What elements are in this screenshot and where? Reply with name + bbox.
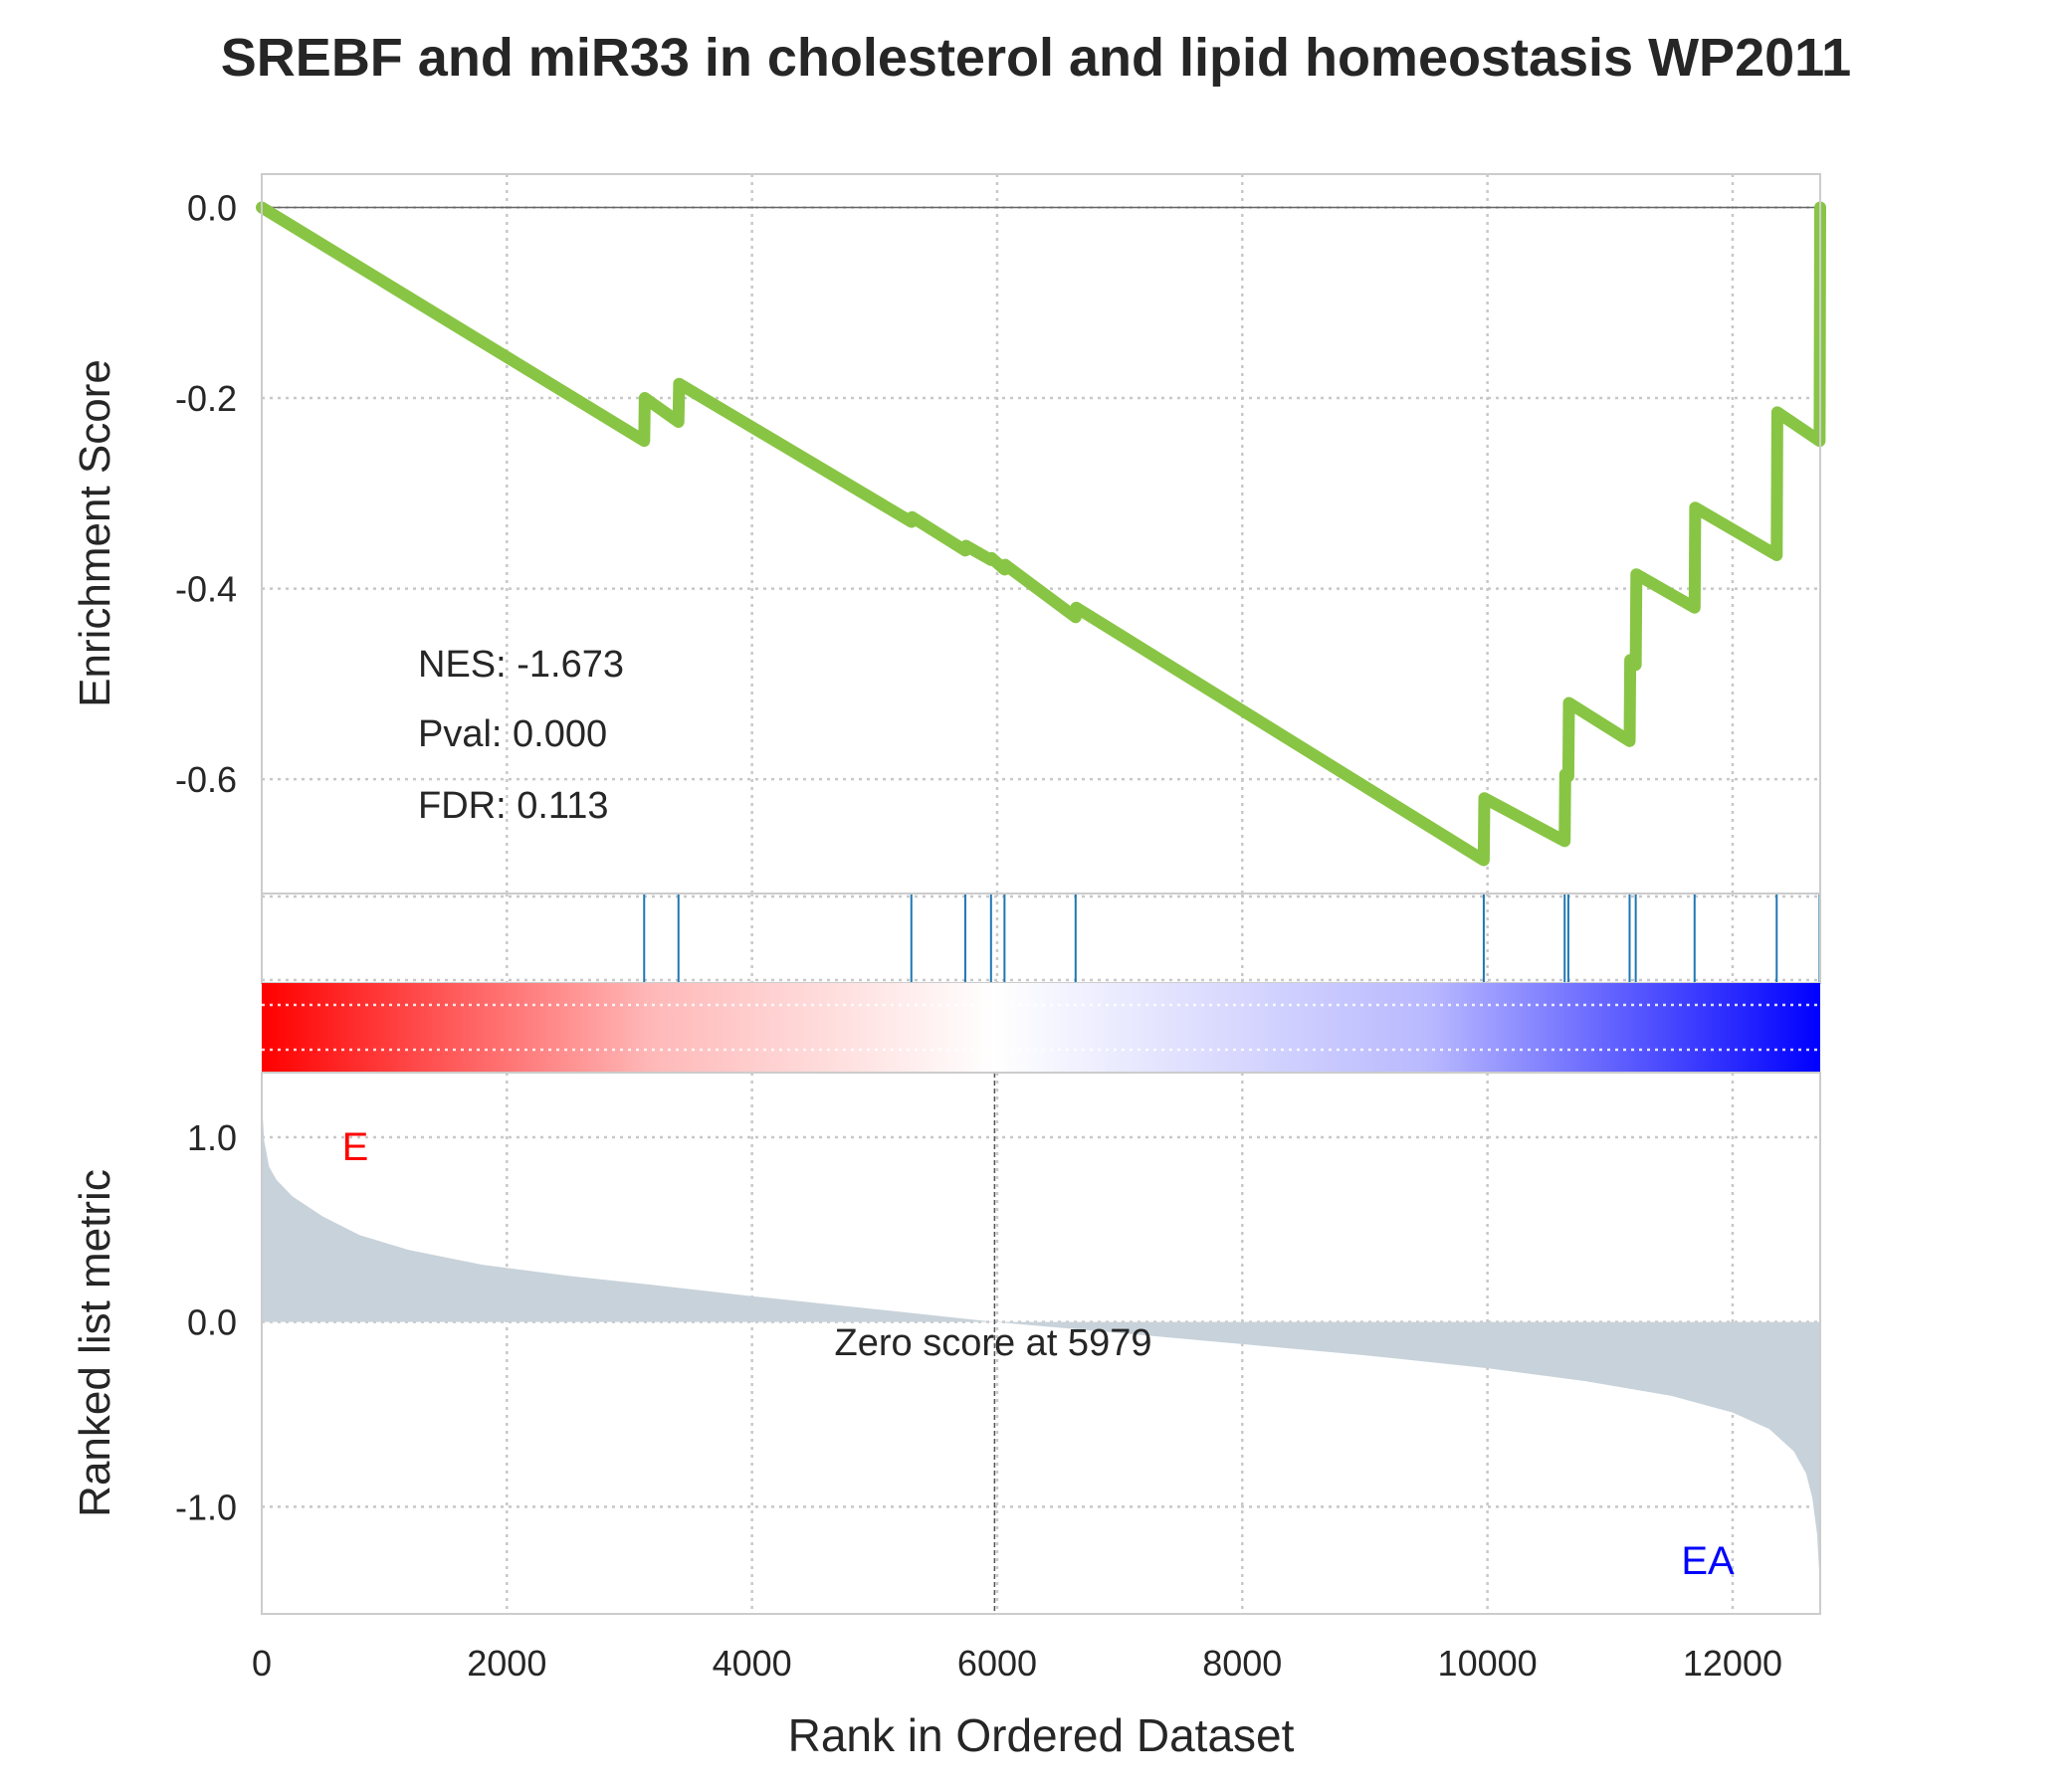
fdr-stat: FDR: 0.113 [418, 785, 608, 827]
x-tick-label: 2000 [467, 1643, 546, 1684]
negative-phenotype-label: EA [1681, 1539, 1735, 1583]
enrichment-y-tick-label: 0.0 [187, 188, 237, 229]
rank-colorbar-grid [262, 1003, 1820, 1052]
enrichment-score-line [256, 201, 1826, 867]
metric-panel-frame [261, 1072, 1821, 1615]
x-axis-label: Rank in Ordered Dataset [788, 1709, 1295, 1761]
x-tick-label: 4000 [713, 1643, 792, 1684]
chart-title: SREBF and miR33 in cholesterol and lipid… [221, 28, 1851, 88]
x-axis: 0 2000 4000 6000 8000 10000 12000 [252, 1643, 1782, 1684]
gene-hits-panel [261, 893, 1821, 984]
metric-y-tick-label: 0.0 [187, 1302, 237, 1343]
zero-score-label: Zero score at 5979 [835, 1322, 1152, 1364]
nes-stat: NES: -1.673 [418, 644, 624, 686]
hits-panel-frame [261, 893, 1821, 984]
rank-colorbar [262, 983, 1820, 1073]
pval-stat: Pval: 0.000 [418, 713, 607, 755]
hits-grid [262, 894, 1820, 983]
hits-content [643, 894, 1821, 983]
enrichment-score-panel: 0.0 -0.2 -0.4 -0.6 Enrichment Score NES: -1… [71, 173, 1826, 894]
enrichment-y-tick-label: -0.4 [175, 569, 237, 610]
metric-y-tick-label: -1.0 [175, 1487, 237, 1527]
metric-y-tick-label: 1.0 [187, 1117, 237, 1158]
enrichment-y-axis-label: Enrichment Score [71, 359, 119, 707]
positive-phenotype-label: E [342, 1125, 369, 1169]
ranked-metric-panel: 1.0 0.0 -1.0 Ranked list metric E EA Zero … [71, 1072, 1821, 1615]
metric-content [262, 1073, 1820, 1614]
ranked-metric-area [262, 1099, 1820, 1590]
x-tick-label: 8000 [1202, 1643, 1282, 1684]
x-tick-label: 6000 [957, 1643, 1037, 1684]
enrichment-content [256, 201, 1826, 867]
metric-y-axis-label: Ranked list metric [71, 1169, 119, 1517]
x-tick-label: 12000 [1683, 1643, 1782, 1684]
x-tick-label: 10000 [1438, 1643, 1538, 1684]
x-tick-label: 0 [252, 1643, 272, 1684]
enrichment-y-tick-label: -0.2 [175, 378, 237, 419]
rank-colorbar-panel [262, 983, 1820, 1073]
enrichment-y-tick-label: -0.6 [175, 759, 237, 800]
